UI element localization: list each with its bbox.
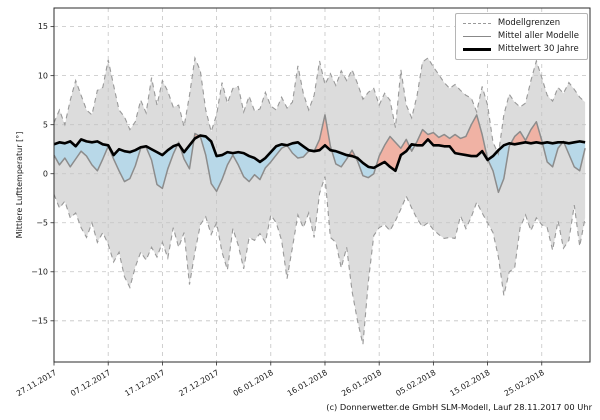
y-tick-label: 5	[43, 120, 48, 129]
gray-line-sample-icon	[462, 35, 491, 37]
x-tick-label: 16.01.2018	[286, 368, 329, 398]
dashed-line-sample-icon	[462, 22, 491, 24]
legend-item-modellgrenzen: Modellgrenzen	[462, 18, 579, 28]
x-tick-label: 27.12.2017	[177, 368, 220, 398]
x-tick-label: 26.01.2018	[340, 368, 383, 398]
legend-label: Mittelwert 30 Jahre	[497, 44, 579, 55]
axis-ticks	[50, 26, 543, 366]
legend-item-mittel-aller-modelle: Mittel aller Modelle	[462, 31, 579, 42]
legend-label: Modellgrenzen	[497, 18, 561, 28]
y-tick-label: −15	[31, 316, 48, 325]
x-tick-label: 15.02.2018	[448, 368, 491, 398]
y-tick-label: 0	[43, 169, 48, 178]
y-tick-label: −5	[36, 218, 48, 227]
x-tick-label: 05.02.2018	[394, 368, 437, 398]
y-tick-label: −10	[31, 267, 48, 276]
plot-border	[53, 7, 591, 363]
model-boundary-lines	[53, 55, 586, 345]
black-line-sample-icon	[462, 47, 491, 51]
legend-label: Mittel aller Modelle	[497, 31, 579, 42]
x-tick-label: 25.02.2018	[503, 368, 546, 398]
climate-mean-line	[53, 134, 586, 173]
model-range-band	[54, 58, 586, 345]
y-axis-label: Mittlere Lufttemperatur [°]	[15, 131, 24, 239]
x-tick-label: 06.01.2018	[232, 368, 275, 398]
chart-caption: (c) Donnerwetter.de GmbH SLM-Modell, Lau…	[326, 402, 592, 412]
x-tick-label: 27.11.2017	[15, 368, 58, 398]
y-tick-label: 10	[38, 71, 48, 80]
y-tick-label: 15	[38, 22, 48, 31]
x-tick-label: 17.12.2017	[123, 368, 166, 398]
legend-item-mittelwert-30-jahre: Mittelwert 30 Jahre	[462, 44, 579, 55]
chart-legend: Modellgrenzen Mittel aller Modelle Mitte…	[454, 13, 588, 60]
x-tick-label: 07.12.2017	[69, 368, 112, 398]
